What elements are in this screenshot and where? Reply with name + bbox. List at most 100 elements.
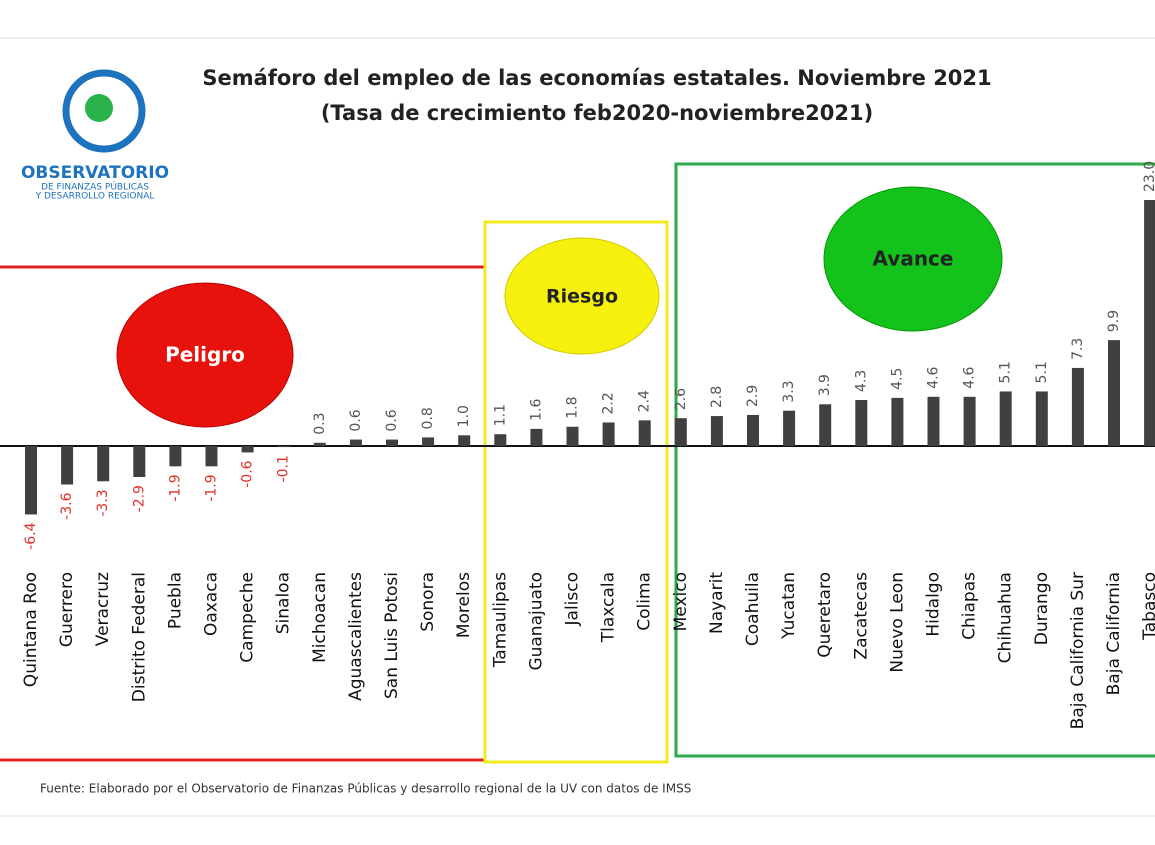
bar — [963, 396, 976, 446]
value-label: 1.0 — [456, 405, 472, 427]
value-label: 2.4 — [637, 390, 653, 412]
value-label: 3.9 — [817, 374, 833, 396]
x-tick-label: Tabasco — [1140, 572, 1155, 641]
bar — [241, 446, 254, 453]
chart-title: Semáforo del empleo de las economías est… — [202, 66, 991, 90]
bar — [61, 446, 74, 485]
zone-box — [483, 220, 669, 764]
x-tick-label: Quintana Roo — [21, 572, 41, 687]
bar — [530, 428, 543, 446]
x-tick-label: Durango — [1032, 572, 1052, 645]
x-tick-label: Morelos — [454, 572, 474, 638]
value-label: 0.6 — [348, 409, 364, 431]
x-tick-label: Baja California Sur — [1068, 572, 1088, 729]
value-label: 2.9 — [745, 385, 761, 407]
bar — [602, 422, 615, 446]
x-tick-label: Queretaro — [815, 572, 835, 658]
bar — [674, 418, 687, 446]
x-tick-label: Chiapas — [960, 572, 980, 640]
bar — [386, 439, 398, 446]
bar — [566, 426, 579, 446]
bar — [891, 397, 904, 446]
x-tick-label: Nayarit — [707, 572, 727, 634]
chart-subtitle: (Tasa de crecimiento feb2020-noviembre20… — [321, 101, 873, 125]
x-tick-label: Mexico — [671, 572, 691, 631]
bar — [133, 446, 146, 478]
value-label: -6.4 — [23, 522, 39, 549]
value-label: -0.6 — [240, 460, 256, 487]
value-label: 1.8 — [565, 396, 581, 418]
bar — [710, 416, 723, 446]
value-label: -1.9 — [167, 474, 183, 501]
x-tick-label: Coahuila — [743, 572, 763, 646]
zone-light — [504, 237, 660, 355]
zone-light — [823, 186, 1003, 332]
bar — [277, 446, 290, 448]
x-tick-label: Veracruz — [93, 572, 113, 646]
value-label: 5.1 — [1034, 361, 1050, 383]
value-label: 0.3 — [312, 413, 328, 435]
value-label: 2.6 — [673, 388, 689, 410]
value-label: 23.0 — [1142, 161, 1155, 192]
x-tick-label: Nuevo Leon — [887, 572, 907, 673]
value-label: -3.6 — [59, 492, 75, 519]
logo-text: OBSERVATORIO — [21, 163, 169, 183]
x-tick-label: Jalisco — [563, 572, 583, 626]
source-note: Fuente: Elaborado por el Observatorio de… — [40, 782, 691, 796]
bar — [205, 446, 218, 467]
value-label: 7.3 — [1070, 338, 1086, 360]
x-tick-label: Sinaloa — [274, 572, 294, 634]
value-label: 0.8 — [420, 407, 436, 429]
zone-label: Peligro — [165, 343, 245, 367]
x-tick-label: Sonora — [418, 572, 438, 632]
logo-eye — [85, 94, 113, 122]
logo-text: DE FINANZAS PÚBLICAS — [41, 181, 149, 193]
bar — [1108, 340, 1120, 446]
x-tick-label: Aguascalientes — [346, 572, 366, 701]
value-label: 2.8 — [709, 386, 725, 408]
value-label: 2.2 — [601, 392, 617, 414]
x-tick-label: Michoacan — [310, 572, 330, 663]
bar — [1035, 391, 1048, 446]
bar — [747, 414, 759, 446]
zone-label: Riesgo — [546, 286, 618, 308]
bar — [1071, 367, 1084, 446]
logo-text: Y DESARROLLO REGIONAL — [35, 192, 155, 202]
value-label: -0.1 — [276, 455, 292, 482]
bar — [927, 396, 940, 446]
value-label: 4.6 — [926, 366, 942, 388]
value-label: 3.3 — [781, 380, 797, 402]
x-tick-label: Guerrero — [57, 572, 77, 647]
bar — [494, 434, 507, 446]
bar — [25, 446, 37, 515]
value-label: 4.3 — [853, 370, 869, 392]
x-tick-label: Tlaxcala — [599, 572, 619, 643]
logo: OBSERVATORIO DE FINANZAS PÚBLICAS Y DESA… — [21, 69, 169, 202]
zone-box — [674, 162, 1155, 758]
value-label: 5.1 — [998, 361, 1014, 383]
bar — [169, 446, 182, 467]
bar — [97, 446, 110, 482]
value-label: 1.6 — [528, 399, 544, 421]
bar — [422, 437, 435, 446]
x-tick-label: Hidalgo — [924, 572, 944, 637]
frame — [0, 37, 1155, 817]
x-tick-label: Chihuahua — [996, 572, 1016, 663]
x-tick-label: San Luis Potosi — [382, 572, 402, 699]
x-tick-label: Zacatecas — [851, 572, 871, 660]
value-label: 1.1 — [492, 404, 508, 426]
x-tick-label: Puebla — [165, 572, 185, 629]
value-label: 4.6 — [962, 366, 978, 388]
x-tick-label: Distrito Federal — [129, 572, 149, 702]
x-tick-label: Guanajuato — [526, 572, 546, 671]
value-label: 4.5 — [889, 368, 905, 390]
bar — [1144, 200, 1155, 446]
value-label: -1.9 — [204, 474, 220, 501]
x-tick-label: Tamaulipas — [490, 572, 510, 668]
logo-ring — [62, 69, 146, 153]
x-tick-label: Campeche — [238, 572, 258, 663]
bar — [638, 420, 651, 446]
x-tick-label: Oaxaca — [202, 572, 222, 636]
value-label: -3.3 — [95, 489, 111, 516]
